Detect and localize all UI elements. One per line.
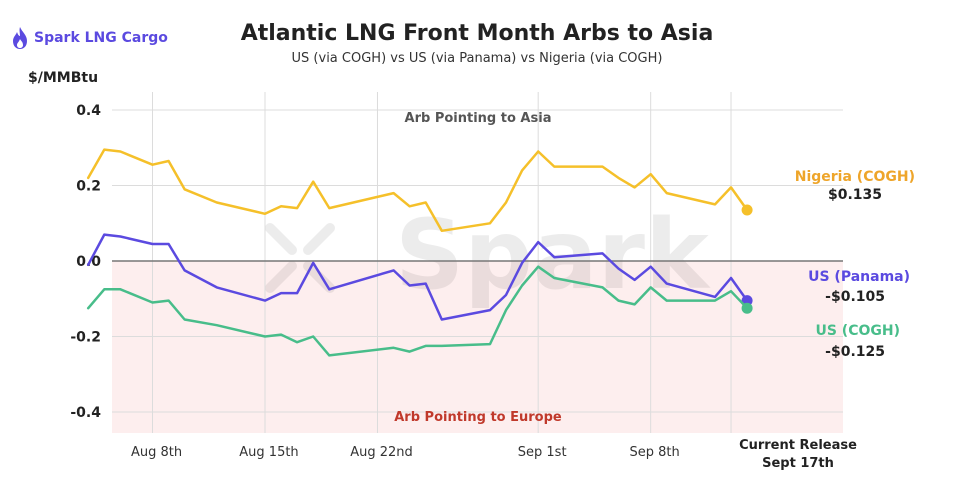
series-end-point [741,302,753,314]
flame-icon [13,27,27,49]
brand-name: Spark LNG Cargo [34,30,168,46]
current-release-label: Current Release [739,438,857,453]
y-axis-label: $/MMBtu [28,70,99,86]
x-tick-label: Aug 22nd [350,445,413,460]
chart-title: Atlantic LNG Front Month Arbs to Asia [240,21,714,46]
asia-region-label: Arb Pointing to Asia [405,111,552,126]
series-name-label: Nigeria (COGH) [795,169,915,185]
series-line [86,233,749,321]
x-tick-label: Sep 1st [518,445,567,460]
series-value-label: -$0.125 [825,344,885,360]
series-value-label: $0.135 [828,187,882,203]
europe-region-label: Arb Pointing to Europe [394,410,562,425]
series-name-label: US (COGH) [815,323,900,339]
chart-subtitle: US (via COGH) vs US (via Panama) vs Nige… [291,51,663,66]
x-tick-label: Aug 8th [131,445,182,460]
series-end-point [741,295,753,307]
y-tick-label: 0.4 [76,103,101,119]
y-tick-label: -0.2 [70,330,101,346]
series-value-label: -$0.105 [825,289,885,305]
series-line [86,148,749,233]
x-tick-label: Sep 8th [630,445,680,460]
series-name-label: US (Panama) [808,269,910,285]
x-tick-label: Aug 15th [239,445,298,460]
series-line [86,265,749,357]
current-release-date: Sept 17th [762,456,834,471]
brand-logo: Spark LNG Cargo [10,26,168,50]
y-tick-label: 0.2 [76,179,101,195]
y-tick-label: -0.4 [70,405,101,421]
series-end-point [741,204,753,216]
